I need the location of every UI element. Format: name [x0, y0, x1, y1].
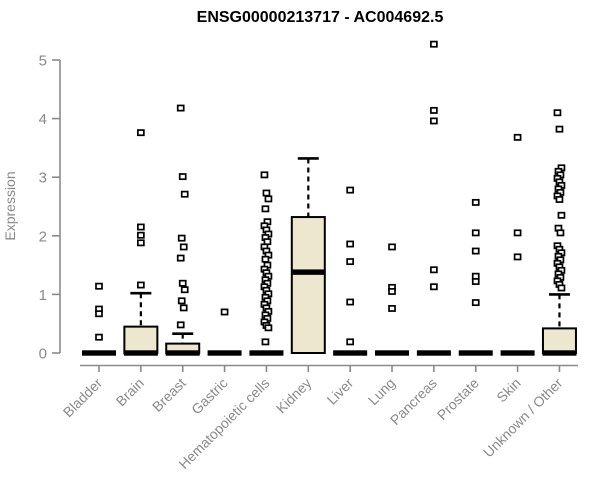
chart-title: ENSG00000213717 - AC004692.5 [197, 9, 444, 26]
outlier-point [137, 281, 145, 289]
outlier-point [137, 239, 145, 247]
flat-box [333, 350, 368, 356]
outlier-point [346, 258, 355, 266]
flat-box [249, 350, 284, 356]
outlier-point [95, 282, 103, 290]
median-line [165, 350, 200, 356]
outlier-point [556, 229, 565, 237]
outlier-point [471, 229, 480, 237]
outlier-point [177, 234, 186, 242]
box [123, 325, 159, 355]
outlier-point [178, 173, 187, 181]
median-line [542, 350, 577, 356]
y-tick-label: 4 [39, 111, 47, 128]
outlier-point [260, 171, 269, 179]
outlier-point [430, 106, 438, 114]
outlier-point [137, 223, 145, 231]
outlier-point [555, 196, 564, 203]
x-tick-label: Breast [149, 375, 189, 415]
outlier-point [346, 186, 355, 194]
outlier-point [557, 211, 566, 219]
x-tick-label: Skin [493, 375, 524, 406]
outlier-point [95, 310, 103, 318]
median-line [123, 350, 158, 356]
outlier-point [471, 272, 480, 280]
outlier-point [261, 255, 270, 263]
outlier-point [176, 321, 185, 329]
outlier-point [264, 195, 273, 203]
outlier-point [430, 266, 438, 274]
x-tick-label: Unknown / Other [480, 375, 566, 461]
flat-box [458, 350, 493, 356]
outlier-point [180, 190, 189, 198]
box [541, 327, 577, 354]
y-tick-label: 2 [39, 228, 47, 245]
outlier-point [177, 297, 186, 305]
flat-box [82, 350, 116, 356]
outlier-point [180, 286, 189, 294]
outlier-point [179, 304, 188, 312]
y-axis-title: Expression [2, 171, 18, 240]
outlier-point [176, 254, 185, 262]
outlier-point [471, 198, 480, 206]
outlier-point [513, 229, 522, 237]
flat-box [500, 350, 535, 356]
outlier-point [263, 238, 272, 246]
outlier-point [557, 284, 566, 292]
outlier-point [388, 243, 396, 251]
x-tick-label: Bladder [60, 375, 106, 421]
outlier-point [388, 305, 396, 312]
outlier-point [430, 117, 438, 125]
outlier-point [553, 109, 562, 117]
outlier-point [555, 125, 564, 133]
outlier-point [430, 40, 438, 48]
outlier-point [346, 240, 355, 248]
outlier-point [471, 299, 480, 307]
flat-box [375, 350, 410, 356]
y-tick-label: 0 [39, 346, 47, 363]
outlier-point [220, 308, 229, 316]
flat-box [416, 350, 451, 356]
y-tick-label: 1 [39, 287, 47, 304]
outlier-point [388, 288, 396, 295]
outlier-point [137, 129, 145, 137]
outlier-point [95, 333, 103, 341]
x-tick-label: Prostate [434, 375, 482, 423]
outlier-point [176, 104, 185, 112]
outlier-point [264, 324, 273, 332]
x-tick-label: Kidney [273, 375, 315, 417]
outlier-point [513, 253, 522, 261]
x-tick-label: Pancreas [387, 375, 440, 428]
x-tick-label: Liver [324, 375, 357, 408]
outlier-point [430, 283, 438, 291]
outlier-point [261, 205, 270, 213]
x-tick-label: Brain [113, 375, 147, 409]
outlier-point [471, 278, 480, 285]
box [290, 216, 326, 354]
y-tick-label: 5 [39, 53, 47, 70]
outlier-point [346, 338, 355, 346]
flat-box [207, 350, 242, 356]
outlier-point [262, 189, 271, 197]
y-tick-label: 3 [39, 170, 47, 187]
outlier-point [346, 298, 355, 306]
median-line [291, 269, 326, 275]
outlier-point [513, 133, 522, 141]
outlier-point [137, 231, 145, 239]
x-tick-label: Lung [365, 375, 398, 408]
outlier-point [261, 338, 270, 346]
outlier-point [471, 247, 480, 255]
outlier-point [178, 279, 187, 287]
outlier-point [179, 243, 188, 251]
